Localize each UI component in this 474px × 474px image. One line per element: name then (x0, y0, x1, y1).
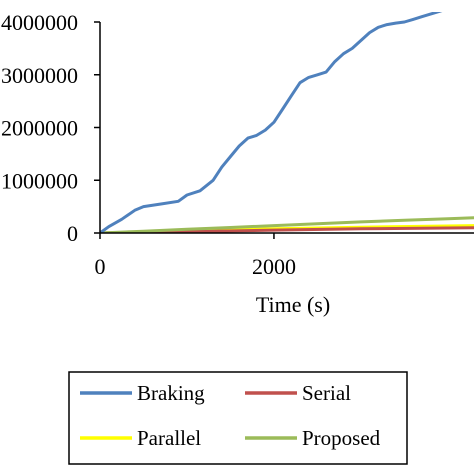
y-tick-label: 3000000 (1, 63, 78, 88)
x-axis-label: Time (s) (256, 292, 330, 317)
legend-box (68, 371, 408, 465)
series-line-proposed (100, 216, 474, 233)
y-tick-label: 1000000 (1, 168, 78, 193)
legend-label-braking: Braking (137, 381, 205, 405)
legend-label-parallel: Parallel (137, 426, 201, 450)
x-tick-label: 0 (95, 254, 106, 279)
legend: Braking Serial Parallel Proposed (68, 371, 408, 465)
y-tick-label: 4000000 (1, 10, 78, 35)
legend-label-proposed: Proposed (302, 426, 381, 450)
x-tick-label: 2000 (252, 254, 296, 279)
y-tick-label: 0 (67, 221, 78, 246)
series-line-serial (100, 226, 474, 233)
series-line-braking (100, 12, 443, 233)
y-tick-label: 2000000 (1, 116, 78, 141)
legend-label-serial: Serial (302, 381, 351, 405)
